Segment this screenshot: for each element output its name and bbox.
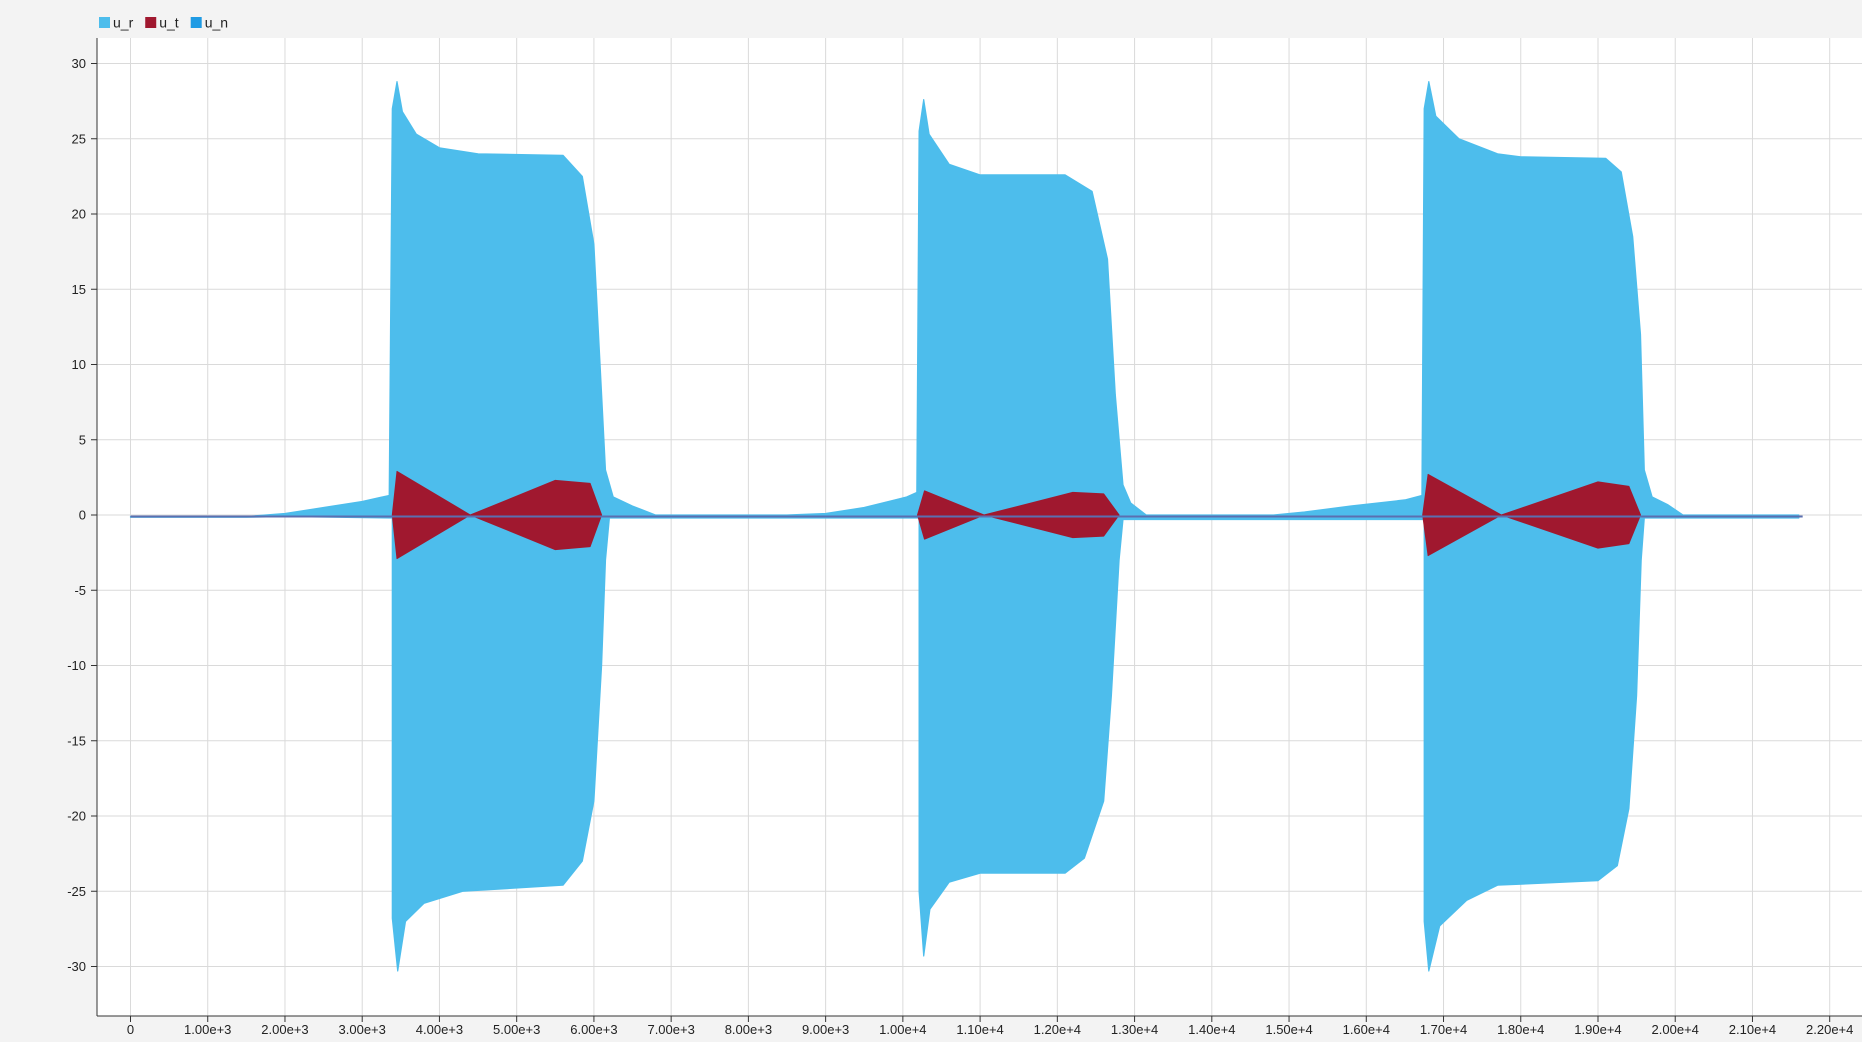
- legend-label: u_t: [159, 15, 179, 31]
- x-tick-label: 1.40e+4: [1188, 1022, 1235, 1037]
- y-tick-label: 15: [72, 282, 86, 297]
- y-tick-label: 5: [79, 432, 86, 447]
- x-tick-label: 4.00e+3: [416, 1022, 463, 1037]
- legend[interactable]: u_r u_t u_n: [99, 15, 228, 31]
- x-tick-label: 1.80e+4: [1497, 1022, 1544, 1037]
- x-tick-label: 1.00e+3: [184, 1022, 231, 1037]
- y-tick-label: 20: [72, 207, 86, 222]
- x-tick-label: 1.30e+4: [1111, 1022, 1158, 1037]
- y-tick-label: -5: [74, 583, 86, 598]
- x-tick-label: 0: [127, 1022, 134, 1037]
- y-tick-label: 0: [79, 508, 86, 523]
- x-tick-label: 2.00e+3: [261, 1022, 308, 1037]
- series-u_t-lobe-1: [391, 470, 603, 560]
- x-tick-label: 1.70e+4: [1420, 1022, 1467, 1037]
- y-axis-tick-labels: 30 25 20 15 10 5 0 -5 -10 -15 -20 -25 -30: [67, 56, 86, 974]
- series-u_r-envelope: [129, 81, 1800, 972]
- x-tick-label: 9.00e+3: [802, 1022, 849, 1037]
- x-tick-label: 1.60e+4: [1343, 1022, 1390, 1037]
- x-tick-label: 2.00e+4: [1652, 1022, 1699, 1037]
- series-layer: [129, 81, 1803, 972]
- y-tick-label: -15: [67, 733, 86, 748]
- x-tick-label: 1.20e+4: [1034, 1022, 1081, 1037]
- series-u_t-lobe-3: [1422, 473, 1641, 557]
- legend-label: u_n: [205, 15, 228, 31]
- y-tick-label: 10: [72, 357, 86, 372]
- legend-swatch: [145, 17, 157, 28]
- legend-item-u-t[interactable]: u_t: [145, 15, 179, 31]
- axes: [91, 38, 1862, 1022]
- legend-swatch: [99, 17, 110, 28]
- x-tick-label: 1.50e+4: [1265, 1022, 1312, 1037]
- y-tick-label: -10: [67, 658, 86, 673]
- legend-swatch: [190, 17, 202, 28]
- legend-item-u-r[interactable]: u_r: [99, 15, 134, 31]
- x-tick-label: 6.00e+3: [570, 1022, 617, 1037]
- x-tick-label: 7.00e+3: [647, 1022, 694, 1037]
- series-u_t-lobe-2: [917, 490, 1120, 540]
- legend-item-u-n[interactable]: u_n: [190, 15, 228, 31]
- x-axis-tick-labels: 0 1.00e+3 2.00e+3 3.00e+3 4.00e+3 5.00e+3 6.00…: [127, 1022, 1853, 1037]
- legend-label: u_r: [113, 15, 134, 31]
- y-tick-label: 25: [72, 131, 86, 146]
- x-tick-label: 1.10e+4: [956, 1022, 1003, 1037]
- y-tick-label: -20: [67, 809, 86, 824]
- x-tick-label: 1.90e+4: [1574, 1022, 1621, 1037]
- y-tick-label: -25: [67, 884, 86, 899]
- x-tick-label: 2.10e+4: [1729, 1022, 1776, 1037]
- y-tick-label: -30: [67, 959, 86, 974]
- y-tick-label: 30: [72, 56, 86, 71]
- x-tick-label: 3.00e+3: [339, 1022, 386, 1037]
- x-tick-label: 5.00e+3: [493, 1022, 540, 1037]
- x-tick-label: 2.20e+4: [1806, 1022, 1853, 1037]
- x-tick-label: 8.00e+3: [725, 1022, 772, 1037]
- x-tick-label: 1.00e+4: [879, 1022, 926, 1037]
